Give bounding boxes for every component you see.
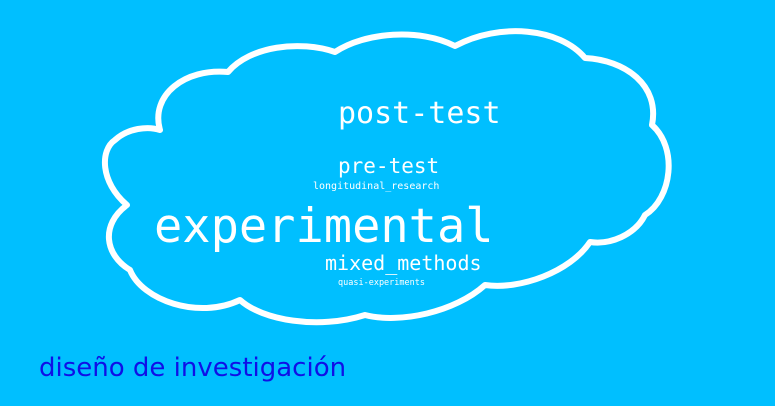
word-experimental: experimental bbox=[154, 199, 494, 254]
caption-title: diseño de investigación bbox=[39, 353, 347, 383]
word-quasi-experiments: quasi-experiments bbox=[338, 278, 425, 288]
word-mixed-methods: mixed_methods bbox=[325, 251, 482, 275]
word-post-test: post-test bbox=[338, 96, 501, 131]
word-longitudinal-research: longitudinal_research bbox=[313, 181, 440, 192]
word-pre-test: pre-test bbox=[338, 154, 440, 178]
